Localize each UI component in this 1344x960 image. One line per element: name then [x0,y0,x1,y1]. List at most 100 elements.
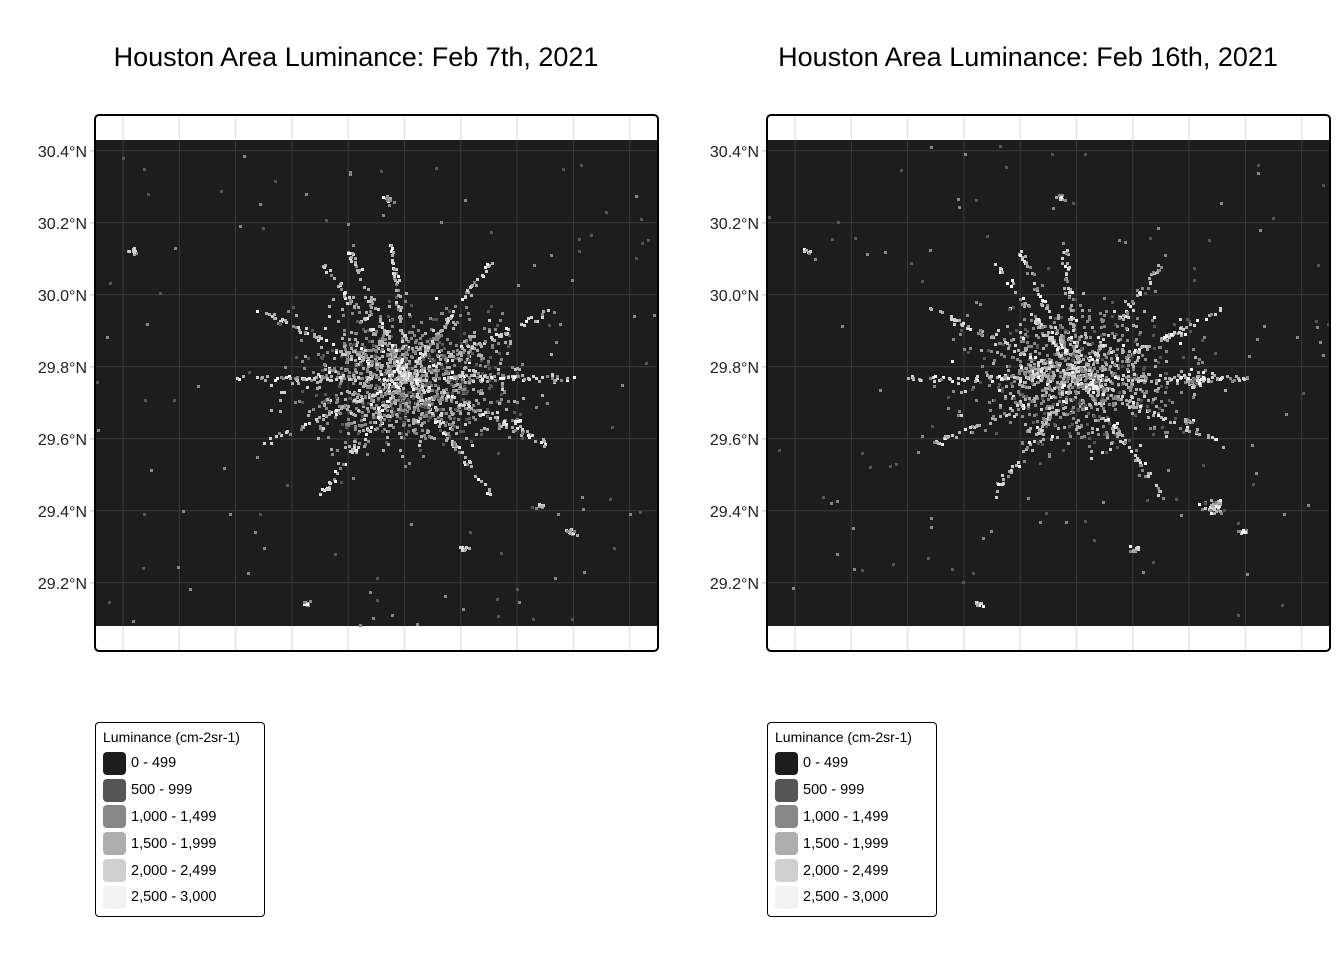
luminance-pixel [328,486,331,489]
luminance-pixel [1107,378,1110,381]
luminance-pixel [459,403,462,406]
luminance-pixel [1190,368,1193,371]
luminance-pixel [393,268,396,271]
luminance-pixel [395,301,398,304]
luminance-pixel [1066,413,1069,416]
luminance-pixel [1073,375,1076,378]
luminance-pixel [357,306,360,309]
luminance-pixel [1068,291,1071,294]
luminance-pixel [475,363,478,366]
luminance-pixel [456,377,459,380]
luminance-pixel [921,280,924,283]
luminance-pixel [1090,406,1093,409]
luminance-pixel [1122,314,1125,317]
luminance-pixel [354,263,357,266]
luminance-pixel [410,395,413,398]
luminance-pixel [1188,373,1191,376]
luminance-pixel [1075,345,1078,348]
luminance-pixel [491,262,494,265]
luminance-pixel [1113,335,1116,338]
luminance-pixel [307,357,310,360]
luminance-pixel [1088,373,1091,376]
luminance-pixel [334,553,337,556]
luminance-pixel [1179,327,1182,330]
luminance-pixel [1186,380,1189,383]
luminance-pixel [609,498,612,501]
luminance-pixel [367,429,370,432]
luminance-pixel [454,305,457,308]
luminance-pixel [379,315,382,318]
legend-label: 1,000 - 1,499 [803,808,889,825]
luminance-pixel [405,346,408,349]
luminance-pixel [452,350,455,353]
luminance-pixel [982,537,985,540]
luminance-pixel [375,345,378,348]
luminance-pixel [335,351,338,354]
luminance-pixel [512,430,515,433]
luminance-pixel [1103,297,1106,300]
luminance-pixel [496,400,499,403]
luminance-pixel [1109,448,1112,451]
luminance-pixel [468,369,471,372]
luminance-pixel [1192,419,1195,422]
luminance-pixel [1116,348,1119,351]
luminance-pixel [392,392,395,395]
luminance-pixel [302,426,305,429]
luminance-pixel [1220,512,1223,515]
luminance-pixel [433,397,436,400]
luminance-pixel [445,399,448,402]
luminance-pixel [1067,357,1070,360]
luminance-pixel [438,425,441,428]
luminance-pixel [306,603,309,606]
luminance-pixel [1002,482,1005,485]
luminance-pixel [1079,405,1082,408]
luminance-pixel [1140,379,1143,382]
luminance-pixel [421,422,424,425]
luminance-pixel [342,463,345,466]
luminance-pixel [430,328,433,331]
luminance-pixel [382,449,385,452]
luminance-pixel [431,396,434,399]
luminance-pixel [365,376,368,379]
luminance-pixel [808,252,811,255]
luminance-pixel [350,412,353,415]
luminance-pixel [1088,352,1091,355]
luminance-pixel [353,399,356,402]
luminance-pixel [182,510,185,513]
luminance-pixel [500,358,503,361]
luminance-pixel [1237,522,1240,525]
luminance-pixel [1127,354,1130,357]
luminance-pixel [331,349,334,352]
luminance-pixel [449,342,452,345]
luminance-pixel [1164,372,1167,375]
luminance-pixel [527,434,530,437]
luminance-pixel [340,392,343,395]
luminance-pixel [418,444,421,447]
luminance-pixel [822,496,825,499]
luminance-pixel [1064,406,1067,409]
luminance-pixel [328,368,331,371]
luminance-pixel [453,417,456,420]
luminance-pixel [1062,400,1065,403]
luminance-pixel [1104,368,1107,371]
luminance-pixel [450,400,453,403]
luminance-pixel [374,357,377,360]
luminance-pixel [1202,376,1205,379]
luminance-pixel [459,412,462,415]
luminance-pixel [1209,506,1212,509]
luminance-pixel [1121,324,1124,327]
luminance-pixel [1094,419,1097,422]
luminance-pixel [1125,360,1128,363]
luminance-pixel [336,449,339,452]
luminance-pixel [1045,360,1048,363]
luminance-pixel [416,360,419,363]
luminance-pixel [1112,431,1115,434]
luminance-pixel [410,304,413,307]
luminance-pixel [1023,305,1026,308]
luminance-pixel [572,532,575,535]
luminance-pixel [1075,367,1078,370]
luminance-pixel [469,349,472,352]
luminance-pixel [958,319,961,322]
luminance-pixel [1156,390,1159,393]
luminance-pixel [540,441,543,444]
